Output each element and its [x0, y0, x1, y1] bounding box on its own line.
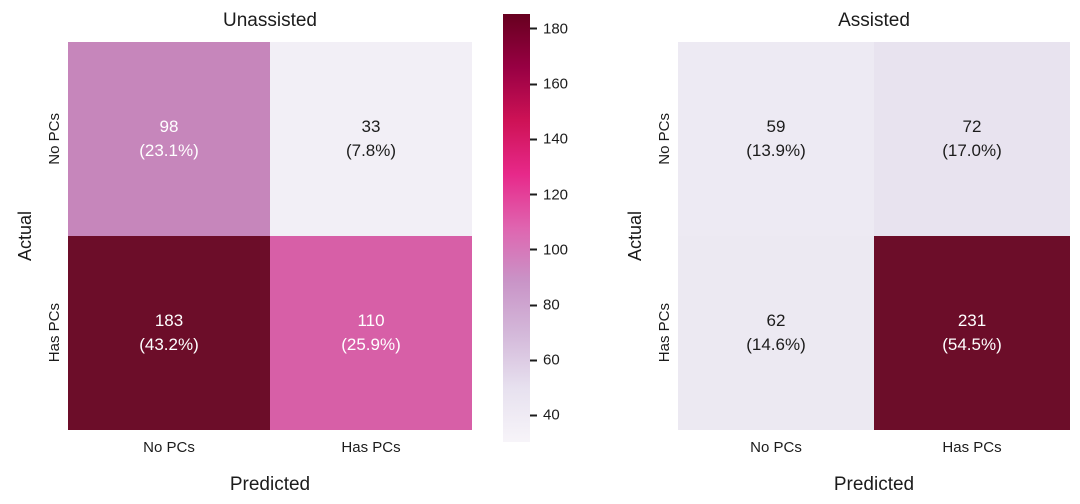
y-axis-label: Actual: [620, 42, 650, 430]
cell-percentage: (25.9%): [341, 334, 401, 354]
tick-mark: [530, 414, 537, 417]
x-axis-ticks: No PCs Has PCs: [68, 430, 472, 460]
tick-label: 140: [543, 130, 569, 148]
tick-mark: [530, 83, 537, 86]
cell-count: 59: [766, 117, 786, 137]
tick-label: 100: [543, 241, 569, 259]
cell-percentage: (17.0%): [942, 140, 1002, 160]
cell-count: 231: [957, 311, 987, 331]
y-tick-label: Has PCs: [655, 303, 673, 363]
y-tick-label: No PCs: [655, 113, 673, 165]
y-axis-ticks: No PCs Has PCs: [650, 42, 678, 430]
tick-label: 80: [543, 296, 560, 314]
tick-mark: [530, 27, 537, 30]
colorbar-tick: 80: [530, 297, 560, 314]
heatmap-cell: 62 (14.6%): [678, 236, 874, 430]
heatmap-grid: 59 (13.9%) 72 (17.0%) 62 (14.6%) 231 (54…: [678, 42, 1070, 430]
y-tick: Has PCs: [650, 236, 678, 430]
y-tick-label: No PCs: [45, 113, 63, 165]
x-axis-label: Predicted: [833, 474, 915, 495]
colorbar-gradient: [503, 14, 530, 442]
heatmap-cell: 110 (25.9%): [270, 236, 472, 430]
chart-title: Assisted: [838, 10, 910, 31]
tick-mark: [530, 359, 537, 362]
cell-percentage: (43.2%): [139, 334, 199, 354]
tick-mark: [530, 193, 537, 196]
y-axis-ticks: No PCs Has PCs: [40, 42, 68, 430]
x-tick-label: Has PCs: [341, 438, 401, 456]
x-tick-label: No PCs: [750, 438, 802, 456]
heatmap-grid: 98 (23.1%) 33 (7.8%) 183 (43.2%) 110 (25…: [68, 42, 472, 430]
colorbar-tick: 120: [530, 186, 568, 203]
tick-label: 180: [543, 20, 569, 38]
heatmap-cell: 33 (7.8%): [270, 42, 472, 236]
cell-count: 72: [962, 117, 982, 137]
tick-label: 40: [543, 406, 560, 424]
cell-count: 110: [357, 311, 385, 331]
y-axis-label-text: Actual: [624, 210, 645, 262]
heatmap-cell: 72 (17.0%): [874, 42, 1070, 236]
y-tick: No PCs: [40, 42, 68, 236]
y-axis-label: Actual: [10, 42, 40, 430]
colorbar-tick: 180: [530, 20, 568, 37]
colorbar: 180 160 140 120 100 80 60 40: [503, 14, 595, 442]
cell-percentage: (7.8%): [345, 140, 397, 160]
heatmap-cell: 59 (13.9%): [678, 42, 874, 236]
colorbar-tick: 160: [530, 76, 568, 93]
colorbar-ticks: 180 160 140 120 100 80 60 40: [530, 14, 595, 442]
x-tick-label: Has PCs: [942, 438, 1002, 456]
y-axis-label-text: Actual: [14, 210, 35, 262]
tick-label: 160: [543, 75, 569, 93]
tick-mark: [530, 248, 537, 251]
x-axis-ticks: No PCs Has PCs: [678, 430, 1070, 460]
cell-count: 62: [766, 311, 786, 331]
colorbar-tick: 100: [530, 241, 568, 258]
tick-label: 120: [543, 186, 569, 204]
confusion-matrix-unassisted: Unassisted Actual No PCs Has PCs 98 (23.…: [10, 6, 472, 498]
heatmap-cell: 231 (54.5%): [874, 236, 1070, 430]
y-tick: No PCs: [650, 42, 678, 236]
heatmap-cell: 98 (23.1%): [68, 42, 270, 236]
cell-percentage: (54.5%): [942, 334, 1002, 354]
y-tick: Has PCs: [40, 236, 68, 430]
tick-label: 60: [543, 351, 560, 369]
cell-count: 98: [159, 117, 179, 137]
tick-mark: [530, 304, 537, 307]
x-axis-label: Predicted: [229, 474, 311, 495]
colorbar-tick: 60: [530, 352, 560, 369]
confusion-matrix-assisted: Assisted Actual No PCs Has PCs 59 (13.9%…: [620, 6, 1070, 498]
heatmap-cell: 183 (43.2%): [68, 236, 270, 430]
cell-count: 33: [361, 117, 381, 137]
colorbar-tick: 40: [530, 407, 560, 424]
cell-percentage: (13.9%): [746, 140, 806, 160]
chart-title: Unassisted: [223, 10, 317, 31]
colorbar-tick: 140: [530, 131, 568, 148]
tick-mark: [530, 138, 537, 141]
x-tick-label: No PCs: [143, 438, 195, 456]
cell-percentage: (23.1%): [139, 140, 199, 160]
y-tick-label: Has PCs: [45, 303, 63, 363]
cell-count: 183: [154, 311, 184, 331]
cell-percentage: (14.6%): [746, 334, 806, 354]
